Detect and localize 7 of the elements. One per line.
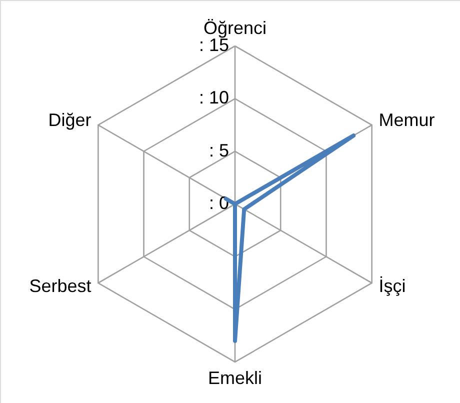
y-tick-label: : 10 [198, 88, 229, 108]
spoke-label: Diğer [48, 110, 92, 130]
spoke-label: Serbest [29, 276, 92, 296]
spoke-label: Emekli [208, 368, 262, 388]
spoke-label: Memur [378, 110, 435, 130]
y-tick-label: : 5 [208, 140, 229, 160]
spoke-label: İşçi [378, 276, 406, 296]
